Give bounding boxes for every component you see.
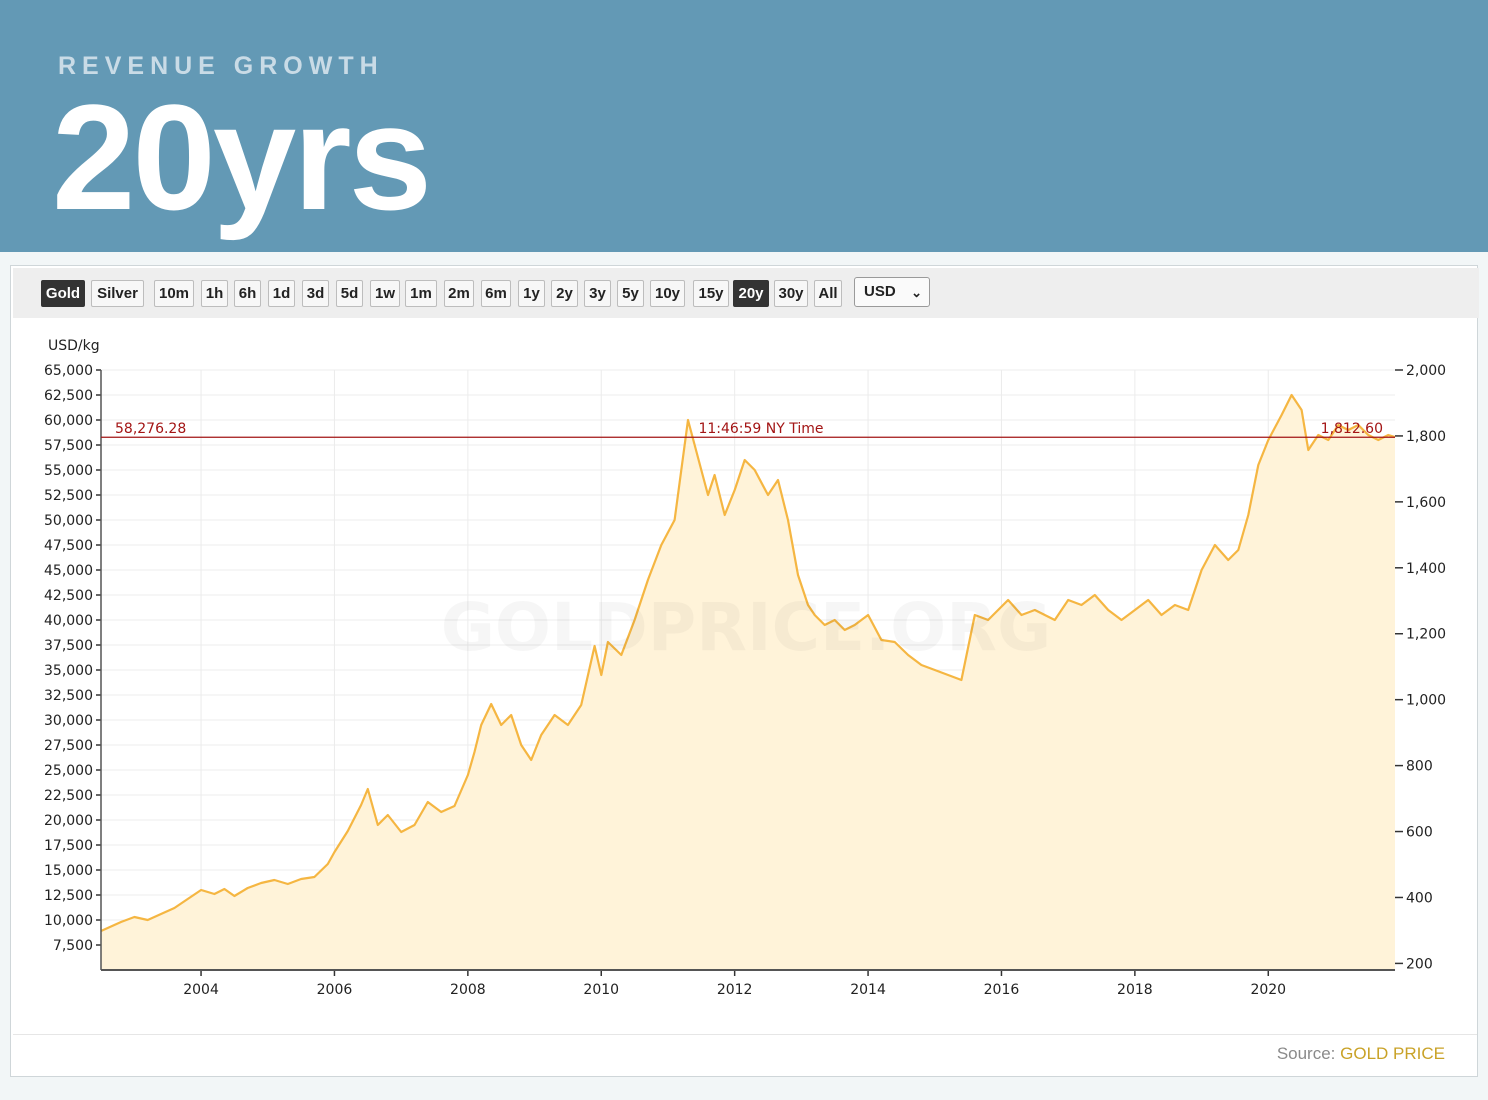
header-banner: REVENUE GROWTH 20yrs [0, 0, 1488, 252]
range-button-2m[interactable]: 2m [444, 280, 474, 307]
right-tick-label: 1,800 [1406, 429, 1446, 445]
range-button-5d[interactable]: 5d [336, 280, 363, 307]
left-tick-label: 17,500 [44, 838, 93, 854]
range-button-6h[interactable]: 6h [234, 280, 261, 307]
current-value-left: 58,276.28 [115, 421, 186, 437]
range-button-silver[interactable]: Silver [91, 280, 144, 307]
range-button-2y[interactable]: 2y [551, 280, 578, 307]
left-tick-label: 62,500 [44, 388, 93, 404]
left-tick-label: 15,000 [44, 863, 93, 879]
chart-axes: 65,000 62,500 60,000 57,500 55,000 52,500 50,0… [44, 363, 1446, 998]
x-tick-label: 2014 [850, 982, 886, 998]
left-axis-label: USD/kg [48, 338, 100, 354]
left-tick-label: 42,500 [44, 588, 93, 604]
source-credit: Source: GOLD PRICE [1277, 1044, 1445, 1064]
left-tick-label: 27,500 [44, 738, 93, 754]
x-tick-label: 2020 [1250, 982, 1286, 998]
left-tick-label: 40,000 [44, 613, 93, 629]
page-title: 20yrs [52, 73, 432, 241]
range-button-6m[interactable]: 6m [481, 280, 511, 307]
right-tick-label: 200 [1406, 956, 1433, 972]
range-button-gold[interactable]: Gold [41, 280, 85, 307]
range-button-1w[interactable]: 1w [370, 280, 400, 307]
range-button-5y[interactable]: 5y [617, 280, 644, 307]
range-button-30y[interactable]: 30y [774, 280, 808, 307]
source-label: Source: [1276, 1044, 1336, 1063]
left-tick-label: 12,500 [44, 888, 93, 904]
left-tick-label: 47,500 [44, 538, 93, 554]
left-tick-label: 10,000 [44, 913, 93, 929]
currency-select-value: USD [864, 283, 896, 300]
section-eyebrow: REVENUE GROWTH [58, 52, 384, 80]
left-tick-label: 65,000 [44, 363, 93, 379]
right-tick-label: 1,000 [1406, 693, 1446, 709]
right-tick-label: 2,000 [1406, 363, 1446, 379]
left-tick-label: 50,000 [44, 513, 93, 529]
chevron-down-icon: ⌄ [911, 285, 922, 300]
range-button-3d[interactable]: 3d [302, 280, 329, 307]
right-tick-label: 800 [1406, 759, 1433, 775]
left-tick-label: 32,500 [44, 688, 93, 704]
left-tick-label: 7,500 [53, 938, 93, 954]
range-button-1h[interactable]: 1h [201, 280, 228, 307]
chart-panel: Gold Silver 10m 1h 6h 1d 3d 5d 1w 1m 2m 6m 1y 2y 3y 5y 1… [10, 265, 1479, 1077]
chart-watermark: GOLDPRICE.ORG [441, 589, 1052, 666]
gold-price-chart: USD/kg 65,000 62,500 60,000 57,500 55,000 52,… [44, 338, 1446, 998]
right-tick-label: 1,600 [1406, 495, 1446, 511]
x-tick-label: 2008 [450, 982, 486, 998]
gold-price-line [100, 393, 1396, 933]
range-button-1d[interactable]: 1d [268, 280, 295, 307]
range-button-10m[interactable]: 10m [154, 280, 194, 307]
x-tick-label: 2006 [317, 982, 353, 998]
x-tick-label: 2004 [183, 982, 219, 998]
left-tick-label: 52,500 [44, 488, 93, 504]
left-tick-label: 60,000 [44, 413, 93, 429]
left-tick-label: 25,000 [44, 763, 93, 779]
range-button-3y[interactable]: 3y [584, 280, 611, 307]
currency-select[interactable]: USD ⌄ [854, 277, 930, 307]
left-tick-label: 55,000 [44, 463, 93, 479]
x-tick-label: 2012 [717, 982, 753, 998]
footer-divider [13, 1034, 1477, 1035]
range-button-20y[interactable]: 20y [733, 280, 769, 307]
time-label: 11:46:59 NY Time [698, 421, 823, 437]
range-button-1m[interactable]: 1m [405, 280, 437, 307]
current-price-marker: 58,276.28 11:46:59 NY Time 1,812.60 [101, 421, 1395, 438]
left-tick-label: 37,500 [44, 638, 93, 654]
current-value-right: 1,812.60 [1321, 421, 1383, 437]
source-name: GOLD PRICE [1340, 1044, 1445, 1063]
left-tick-label: 57,500 [44, 438, 93, 454]
price-area-fill [101, 395, 1395, 970]
right-tick-label: 1,200 [1406, 627, 1446, 643]
price-area [100, 393, 1396, 970]
x-tick-label: 2010 [583, 982, 619, 998]
left-tick-label: 35,000 [44, 663, 93, 679]
range-button-15y[interactable]: 15y [693, 280, 729, 307]
range-button-10y[interactable]: 10y [650, 280, 685, 307]
right-tick-label: 1,400 [1406, 561, 1446, 577]
range-button-1y[interactable]: 1y [518, 280, 545, 307]
chart-toolbar: Gold Silver 10m 1h 6h 1d 3d 5d 1w 1m 2m 6m 1y 2y 3y 5y 1… [13, 268, 1479, 318]
x-tick-label: 2018 [1117, 982, 1153, 998]
left-tick-label: 45,000 [44, 563, 93, 579]
right-tick-label: 400 [1406, 890, 1433, 906]
left-tick-label: 22,500 [44, 788, 93, 804]
right-tick-label: 600 [1406, 825, 1433, 841]
left-tick-label: 30,000 [44, 713, 93, 729]
x-tick-label: 2016 [984, 982, 1020, 998]
range-button-all[interactable]: All [814, 280, 842, 307]
left-tick-label: 20,000 [44, 813, 93, 829]
